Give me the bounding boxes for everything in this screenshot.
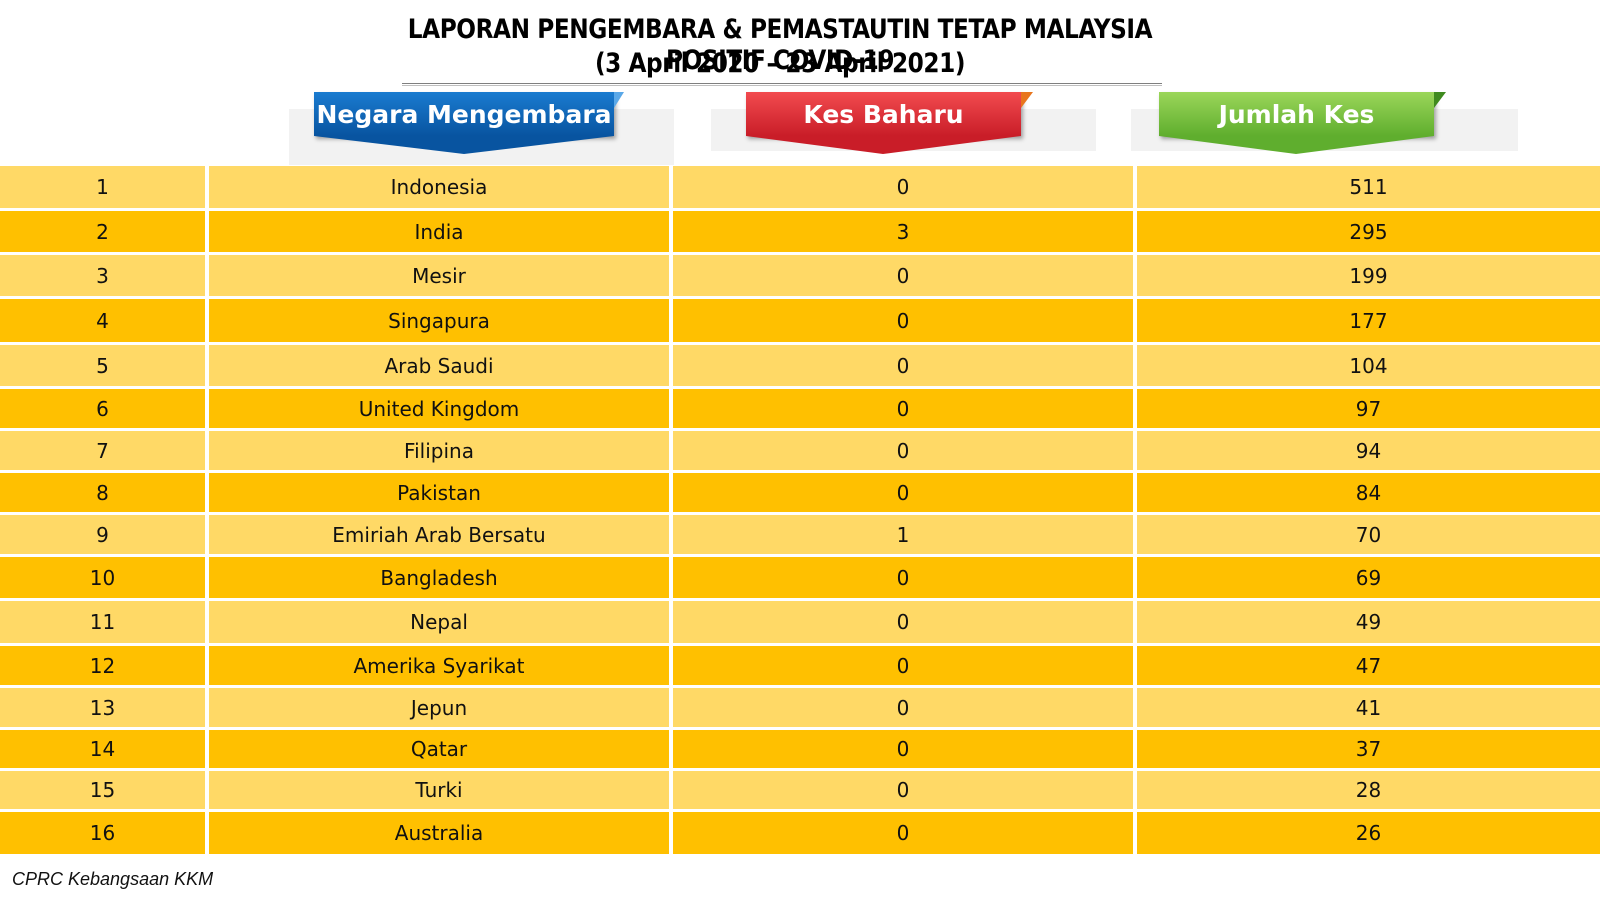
new-cases-value: 0 (673, 473, 1137, 512)
new-cases-value: 0 (673, 166, 1137, 208)
total-cases-value: 70 (1355, 522, 1382, 547)
country-name: United Kingdom (209, 389, 673, 428)
new-cases-value: 0 (673, 771, 1137, 809)
row-number: 2 (0, 211, 209, 252)
new-cases-value: 3 (673, 211, 1137, 252)
title-divider (402, 83, 1162, 86)
country-name: Indonesia (209, 166, 673, 208)
total-cases-value: 511 (1349, 175, 1388, 199)
new-cases-value: 0 (673, 601, 1137, 643)
country-name: Qatar (209, 730, 673, 768)
report-title: LAPORAN PENGEMBARA & PEMASTAUTIN TETAP M… (407, 14, 1153, 76)
row-number: 15 (0, 771, 209, 809)
total-cases-value: 295 (1349, 219, 1388, 244)
table-row: 5 Arab Saudi 0 104 (0, 345, 1600, 389)
row-number: 5 (0, 345, 209, 386)
row-number: 7 (0, 431, 209, 470)
report-date-range: (3 April 2020 – 23 April 2021) (594, 48, 966, 79)
row-number: 13 (0, 688, 209, 727)
header-country: Negara Mengembara (314, 92, 614, 136)
new-cases-value: 0 (673, 688, 1137, 727)
header-total-arrow (1159, 136, 1434, 154)
total-cases-value: 97 (1355, 396, 1382, 421)
header-country-arrow (314, 136, 614, 154)
country-name: Turki (209, 771, 673, 809)
table-row: 6 United Kingdom 0 97 (0, 389, 1600, 431)
row-number: 8 (0, 473, 209, 512)
new-cases-value: 0 (673, 431, 1137, 470)
header-total-fold (1434, 92, 1446, 108)
country-name: Pakistan (209, 473, 673, 512)
new-cases-value: 0 (673, 345, 1137, 386)
cases-table: 1 Indonesia 0 511 2 India 3 295 3 Mesir … (0, 166, 1600, 854)
header-new-fold (1021, 92, 1033, 108)
header-new-cases: Kes Baharu (746, 92, 1021, 136)
total-cases-value: 104 (1349, 353, 1388, 378)
table-row: 14 Qatar 0 37 (0, 730, 1600, 771)
row-number: 6 (0, 389, 209, 428)
country-name: Mesir (209, 255, 673, 296)
total-cases-value: 199 (1349, 263, 1388, 288)
country-name: Bangladesh (209, 557, 673, 598)
header-new-arrow (746, 136, 1021, 154)
total-cases-value: 49 (1355, 610, 1382, 634)
table-row: 8 Pakistan 0 84 (0, 473, 1600, 515)
total-cases-value: 94 (1355, 438, 1382, 463)
new-cases-value: 0 (673, 646, 1137, 685)
table-row: 3 Mesir 0 199 (0, 255, 1600, 299)
new-cases-value: 0 (673, 389, 1137, 428)
table-row: 4 Singapura 0 177 (0, 299, 1600, 345)
row-number: 12 (0, 646, 209, 685)
country-name: Nepal (209, 601, 673, 643)
table-row: 12 Amerika Syarikat 0 47 (0, 646, 1600, 688)
new-cases-value: 0 (673, 299, 1137, 342)
table-row: 9 Emiriah Arab Bersatu 1 70 (0, 515, 1600, 557)
row-number: 16 (0, 812, 209, 854)
total-cases-value: 37 (1355, 737, 1382, 761)
table-row: 1 Indonesia 0 511 (0, 166, 1600, 211)
country-name: Emiriah Arab Bersatu (209, 515, 673, 554)
total-cases-value: 26 (1355, 821, 1382, 845)
row-number: 11 (0, 601, 209, 643)
total-cases-value: 69 (1355, 565, 1382, 590)
header-total-cases: Jumlah Kes (1159, 92, 1434, 136)
country-name: India (209, 211, 673, 252)
table-row: 16 Australia 0 26 (0, 812, 1600, 854)
row-number: 10 (0, 557, 209, 598)
row-number: 14 (0, 730, 209, 768)
country-name: Singapura (209, 299, 673, 342)
country-name: Arab Saudi (209, 345, 673, 386)
new-cases-value: 1 (673, 515, 1137, 554)
row-number: 4 (0, 299, 209, 342)
table-row: 13 Jepun 0 41 (0, 688, 1600, 730)
row-number: 1 (0, 166, 209, 208)
total-cases-value: 47 (1355, 653, 1382, 678)
new-cases-value: 0 (673, 255, 1137, 296)
total-cases-value: 84 (1355, 480, 1382, 505)
country-name: Filipina (209, 431, 673, 470)
row-number: 9 (0, 515, 209, 554)
country-name: Amerika Syarikat (209, 646, 673, 685)
table-row: 15 Turki 0 28 (0, 771, 1600, 812)
country-name: Australia (209, 812, 673, 854)
new-cases-value: 0 (673, 730, 1137, 768)
country-name: Jepun (209, 688, 673, 727)
header-country-fold (614, 92, 624, 108)
table-row: 11 Nepal 0 49 (0, 601, 1600, 646)
new-cases-value: 0 (673, 812, 1137, 854)
row-number: 3 (0, 255, 209, 296)
new-cases-value: 0 (673, 557, 1137, 598)
total-cases-value: 28 (1355, 778, 1382, 802)
table-row: 10 Bangladesh 0 69 (0, 557, 1600, 601)
source-footer: CPRC Kebangsaan KKM (12, 869, 214, 889)
table-row: 2 India 3 295 (0, 211, 1600, 255)
table-row: 7 Filipina 0 94 (0, 431, 1600, 473)
total-cases-value: 177 (1349, 308, 1388, 333)
total-cases-value: 41 (1355, 695, 1382, 720)
